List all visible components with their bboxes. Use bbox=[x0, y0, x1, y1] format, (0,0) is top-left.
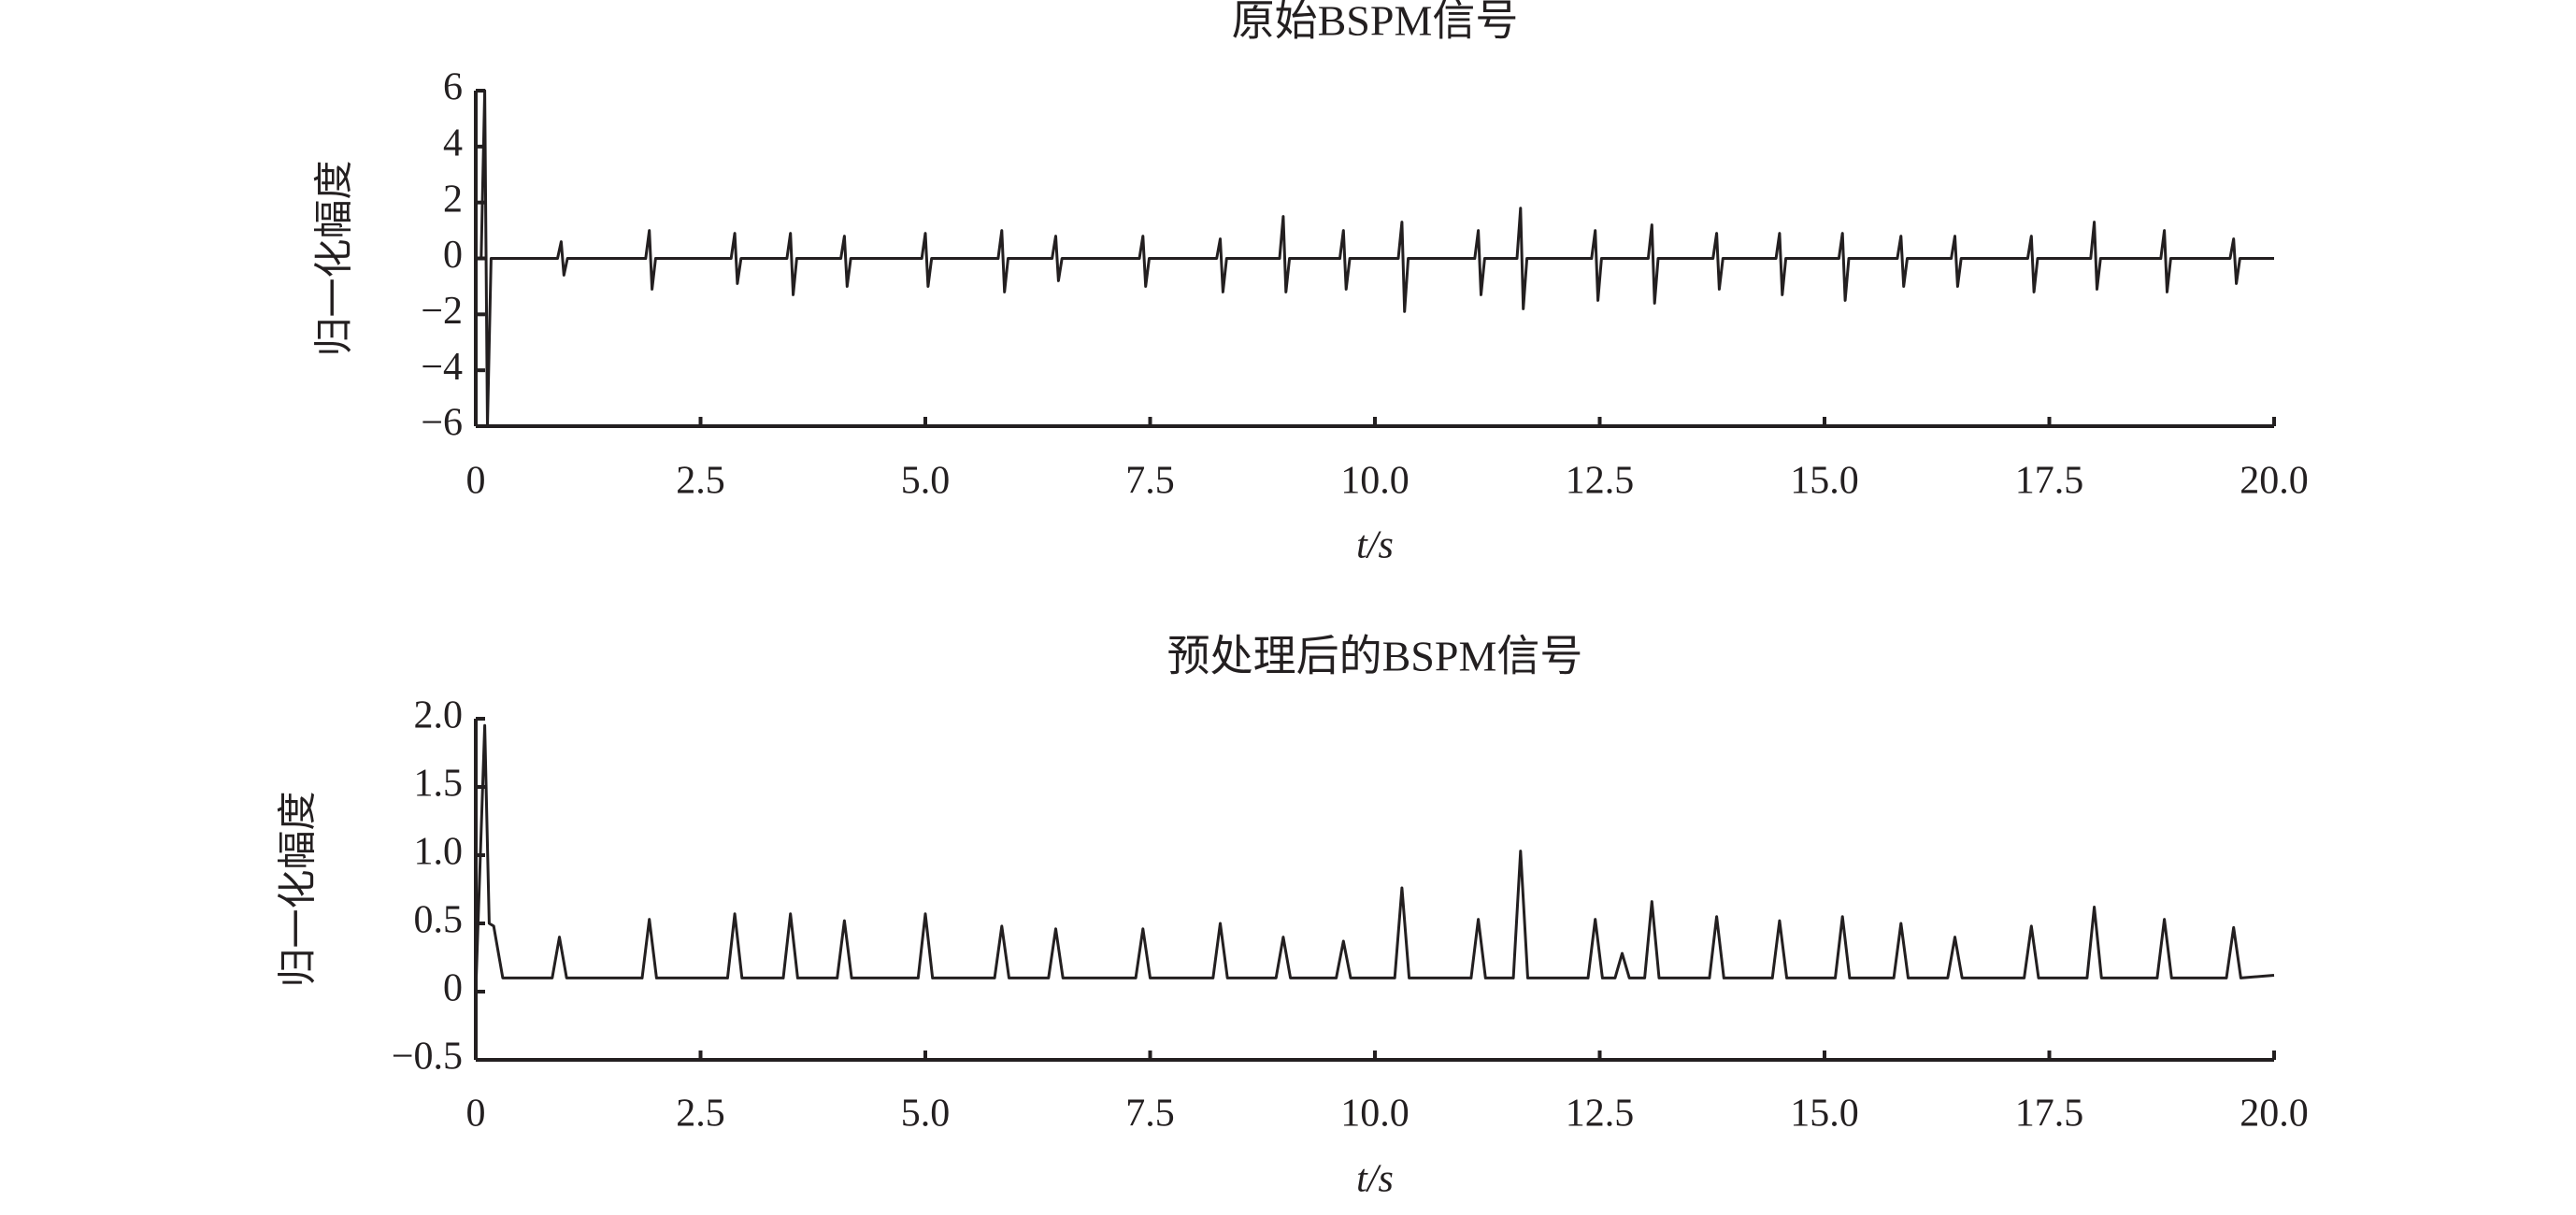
x-tick-label: 2.5 bbox=[676, 1093, 725, 1136]
y-tick-label: 0 bbox=[443, 234, 463, 277]
x-tick-label: 5.0 bbox=[901, 460, 951, 503]
x-tick-label: 12.5 bbox=[1566, 460, 1635, 503]
x-axis-label: t/s bbox=[1356, 1158, 1394, 1201]
x-tick-label: 2.5 bbox=[676, 460, 725, 503]
chart-title: 原始BSPM信号 bbox=[1232, 0, 1519, 45]
y-tick-label: 1.5 bbox=[414, 763, 464, 806]
x-tick-label: 0 bbox=[466, 1093, 486, 1136]
y-tick-label: 2.0 bbox=[414, 694, 464, 737]
y-tick-label: 4 bbox=[443, 122, 463, 164]
chart-title: 预处理后的BSPM信号 bbox=[1167, 633, 1583, 680]
y-tick-label: 1.0 bbox=[414, 831, 464, 874]
x-tick-label: 7.5 bbox=[1125, 1093, 1175, 1136]
x-tick-label: 15.0 bbox=[1790, 1093, 1859, 1136]
y-axis-label: 归一化幅度 bbox=[278, 791, 321, 987]
x-tick-label: 5.0 bbox=[901, 1093, 951, 1136]
x-tick-label: 17.5 bbox=[2015, 1093, 2084, 1136]
x-tick-label: 17.5 bbox=[2015, 460, 2084, 503]
x-axis-label: t/s bbox=[1356, 524, 1394, 567]
y-tick-label: 6 bbox=[443, 66, 463, 109]
x-tick-label: 10.0 bbox=[1340, 460, 1410, 503]
y-tick-label: 2 bbox=[443, 178, 463, 221]
y-tick-label: −2 bbox=[421, 290, 463, 333]
x-tick-label: 10.0 bbox=[1340, 1093, 1410, 1136]
x-tick-label: 20.0 bbox=[2240, 1093, 2309, 1136]
signal-line bbox=[474, 723, 2275, 993]
y-axis-label: 归一化幅度 bbox=[314, 160, 357, 356]
x-tick-label: 20.0 bbox=[2240, 460, 2309, 503]
x-tick-label: 0 bbox=[466, 460, 486, 503]
y-tick-label: −0.5 bbox=[392, 1036, 463, 1079]
x-tick-label: 7.5 bbox=[1125, 460, 1175, 503]
x-tick-label: 12.5 bbox=[1566, 1093, 1635, 1136]
y-tick-label: 0.5 bbox=[414, 899, 464, 942]
y-tick-label: −4 bbox=[421, 346, 463, 389]
x-tick-label: 15.0 bbox=[1790, 460, 1859, 503]
y-tick-label: −6 bbox=[421, 402, 463, 445]
y-tick-label: 0 bbox=[443, 967, 463, 1010]
signal-line bbox=[476, 89, 2274, 428]
